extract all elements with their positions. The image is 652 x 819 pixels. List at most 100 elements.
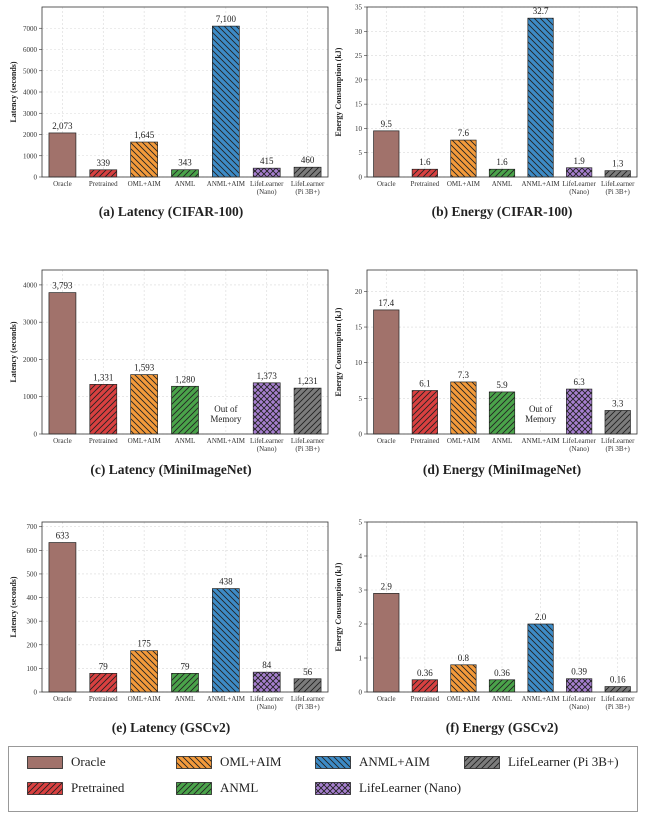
chart-panel-2: 0 5 10 15 20 25 30 35 9.5 Oracle 1.6 Pretrained 7.6 O…	[334, 4, 638, 219]
y-tick-label: 0	[34, 174, 38, 182]
y-tick-label: 2000	[23, 356, 38, 364]
chart-caption: (c) Latency (MiniImageNet)	[90, 462, 251, 477]
bar-lifelearner-nano	[566, 167, 593, 178]
x-tick-label: ANML+AIM	[207, 695, 246, 703]
bar-anml	[171, 385, 199, 435]
y-tick-label: 3	[359, 587, 363, 595]
bar-oracle	[373, 309, 400, 435]
data-label: 633	[56, 531, 70, 541]
chart-panel-1: 0 1000 2000 3000 4000 5000 6000 7000 2,073 Oracle…	[9, 6, 329, 219]
x-tick-label: (Nano)	[569, 445, 589, 453]
legend-swatch	[464, 755, 500, 769]
bar-lifelearner-nano	[252, 167, 281, 178]
bar-oml-aim	[450, 139, 477, 178]
y-tick-label: 3000	[23, 319, 38, 327]
x-tick-label: ANML+AIM	[521, 695, 560, 703]
legend-label: Oracle	[71, 754, 106, 769]
chart-caption: (a) Latency (CIFAR-100)	[99, 204, 243, 219]
bar-oml-aim	[130, 374, 158, 435]
y-tick-label: 35	[355, 4, 363, 12]
y-tick-label: 100	[27, 665, 38, 673]
chart-panel-6: 0 1 2 3 4 5 2.9 Oracle 0.36 Pretrained 0.8 OML+AIM 0…	[334, 519, 638, 735]
x-tick-label: LifeLearner	[562, 437, 596, 445]
annotation-out-of-memory: Out of	[214, 404, 237, 414]
bar-lifelearner-pi-3b	[604, 410, 631, 435]
legend-label: OML+AIM	[220, 754, 282, 769]
y-axis-label: Latency (seconds)	[9, 321, 18, 382]
bar-lifelearner-nano	[566, 678, 593, 693]
bar-oml-aim	[130, 650, 158, 693]
bar-anml	[488, 391, 516, 435]
data-label: 2.9	[381, 581, 393, 591]
bar-oml-aim	[450, 664, 477, 693]
data-label: 7,100	[216, 14, 237, 24]
y-tick-label: 5	[359, 149, 363, 157]
x-tick-label: LifeLearner	[250, 695, 284, 703]
x-tick-label: OML+AIM	[128, 437, 162, 445]
data-label: 0.36	[417, 668, 433, 678]
chart-caption: (b) Energy (CIFAR-100)	[432, 204, 573, 219]
x-tick-label: OML+AIM	[447, 695, 481, 703]
data-label: 0.8	[458, 653, 470, 663]
x-tick-label: OML+AIM	[128, 180, 162, 188]
legend-item-oracle: Oracle	[27, 754, 106, 770]
chart-panel-5: 0 100 200 300 400 500 600 700 633 Oracle 79 Pretrai…	[9, 521, 329, 735]
y-axis-label: Energy Consumption (kJ)	[334, 562, 343, 651]
y-tick-label: 1000	[23, 152, 38, 160]
x-tick-label: LifeLearner	[601, 437, 635, 445]
x-tick-label: ANML	[175, 180, 196, 188]
data-label: 1.3	[612, 159, 624, 169]
data-label: 0.36	[494, 668, 510, 678]
y-tick-label: 200	[27, 641, 38, 649]
bar-oracle	[48, 132, 77, 178]
y-axis-label: Latency (seconds)	[9, 61, 18, 122]
x-tick-label: LifeLearner	[601, 695, 635, 703]
x-tick-label: OML+AIM	[447, 437, 481, 445]
y-tick-label: 400	[27, 594, 38, 602]
data-label: 415	[260, 156, 274, 166]
bar-lifelearner-pi-3b	[293, 166, 322, 178]
legend-swatch	[315, 781, 351, 795]
bar-oracle	[48, 542, 77, 693]
data-label: 343	[178, 158, 192, 168]
y-tick-label: 0	[34, 431, 38, 439]
plot-frame	[366, 269, 638, 435]
data-label: 3,793	[52, 281, 73, 291]
x-tick-label: ANML	[492, 180, 513, 188]
x-tick-label: Oracle	[377, 180, 396, 188]
x-tick-label: Pretrained	[89, 695, 118, 703]
x-tick-label: OML+AIM	[447, 180, 481, 188]
data-label: 1.9	[574, 156, 586, 166]
bar-lifelearner-pi-3b	[293, 387, 322, 435]
y-tick-label: 25	[355, 52, 363, 60]
y-tick-label: 5	[359, 395, 363, 403]
bar-pretrained	[89, 672, 118, 693]
x-tick-label: ANML+AIM	[207, 180, 246, 188]
y-axis-label: Energy Consumption (kJ)	[334, 47, 343, 136]
data-label: 1,645	[134, 130, 155, 140]
y-tick-label: 1	[359, 655, 363, 663]
annotation-out-of-memory: Out of	[529, 404, 552, 414]
x-tick-label: LifeLearner	[291, 437, 325, 445]
y-tick-label: 0	[359, 689, 363, 697]
chart-panel-3: 0 1000 2000 3000 4000 3,793 Oracle 1,331 Pretrai…	[9, 269, 329, 477]
legend-item-lifelearner-pi: LifeLearner (Pi 3B+)	[464, 754, 619, 770]
x-tick-label: (Nano)	[257, 445, 277, 453]
x-tick-label: Pretrained	[89, 180, 118, 188]
bar-lifelearner-nano	[566, 388, 593, 435]
data-label: 1,231	[297, 376, 317, 386]
legend-item-lifelearner-nano: LifeLearner (Nano)	[315, 780, 461, 796]
bar-anml-aim	[212, 588, 240, 693]
data-label: 2,073	[52, 121, 73, 131]
chart-caption: (f) Energy (GSCv2)	[446, 720, 558, 735]
y-tick-label: 6000	[23, 46, 38, 54]
x-tick-label: (Pi 3B+)	[295, 445, 320, 453]
bar-oracle	[373, 593, 400, 693]
x-tick-label: Oracle	[53, 180, 72, 188]
data-label: 32.7	[533, 6, 549, 16]
data-label: 1,280	[175, 374, 196, 384]
legend-item-pretrained: Pretrained	[27, 780, 124, 796]
x-tick-label: (Pi 3B+)	[606, 703, 631, 711]
y-tick-label: 700	[27, 523, 38, 531]
y-tick-label: 15	[355, 324, 363, 332]
